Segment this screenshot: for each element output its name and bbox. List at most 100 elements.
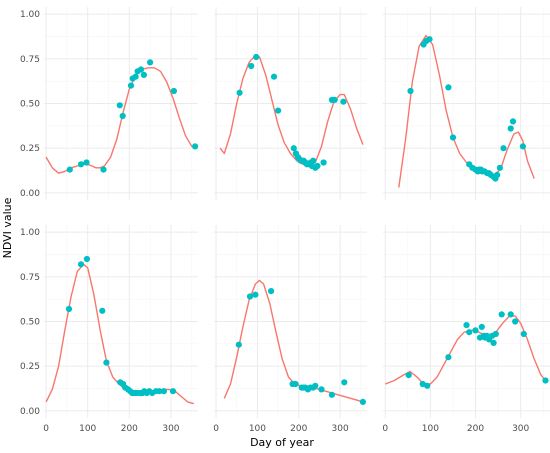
data-point: [156, 388, 163, 395]
y-tick-label: 0.25: [20, 144, 40, 154]
data-point: [100, 166, 107, 173]
data-point: [77, 261, 85, 268]
y-tick-label: 1.00: [20, 10, 40, 20]
x-tick-label: 0: [382, 424, 388, 434]
data-point: [445, 84, 452, 91]
data-point: [66, 166, 73, 173]
data-point: [160, 388, 167, 395]
data-point: [83, 255, 90, 263]
facet-panel-5: [214, 225, 367, 418]
data-point: [331, 96, 338, 103]
data-point: [246, 293, 254, 300]
data-point: [169, 388, 177, 395]
fitted-curve: [219, 54, 364, 167]
y-tick-label: 0.50: [20, 100, 40, 110]
data-point: [519, 143, 527, 150]
fitted-curve: [223, 279, 364, 403]
y-tick-label: 0.50: [20, 318, 40, 328]
x-tick-label: 100: [249, 424, 266, 434]
data-point: [320, 159, 327, 166]
facet-panel-2: [214, 7, 367, 200]
data-point: [248, 62, 255, 70]
data-point: [424, 382, 431, 389]
facet-panel-6: [383, 225, 550, 418]
data-point: [236, 89, 243, 96]
data-point: [512, 318, 519, 325]
data-point: [445, 354, 452, 361]
data-point: [407, 87, 414, 95]
data-point: [132, 73, 139, 80]
data-point: [103, 359, 110, 366]
data-point: [235, 341, 242, 348]
data-point: [99, 307, 106, 314]
fitted-curve: [45, 67, 197, 174]
x-axis-title: Day of year: [250, 436, 314, 449]
data-point: [83, 159, 90, 166]
data-point: [328, 391, 335, 398]
data-point: [310, 157, 317, 164]
data-point: [252, 291, 259, 298]
y-tick-label: 0.75: [20, 55, 40, 65]
data-point: [507, 311, 514, 318]
y-tick-label: 0.25: [20, 362, 40, 372]
x-tick-label: 0: [213, 424, 219, 434]
data-point: [192, 143, 199, 150]
data-point: [500, 145, 507, 152]
data-point: [426, 36, 433, 43]
data-point: [77, 161, 85, 168]
data-point: [127, 82, 135, 89]
x-tick-label: 200: [121, 424, 138, 434]
data-point: [520, 330, 527, 338]
data-point: [478, 323, 485, 330]
data-point: [498, 311, 505, 318]
y-tick-label: 0.75: [20, 273, 40, 283]
data-point: [314, 162, 321, 170]
y-tick-label: 0.00: [20, 407, 40, 417]
data-point: [509, 118, 517, 125]
data-point: [341, 379, 348, 386]
data-point: [268, 288, 275, 295]
data-point: [318, 386, 325, 393]
data-point: [65, 305, 73, 313]
data-point: [542, 377, 549, 384]
facet-panels: [44, 7, 550, 418]
y-axis-title: NDVI value: [1, 197, 14, 258]
data-point: [359, 398, 366, 405]
axes-labels: Day of year NDVI value 0.00 0.25 0.50 0.75 1…: [1, 10, 530, 449]
data-point: [463, 322, 470, 329]
data-point: [340, 98, 347, 105]
data-point: [290, 145, 297, 152]
y-tick-label: 0.00: [20, 189, 40, 199]
data-point: [472, 327, 479, 334]
data-point: [270, 73, 278, 80]
data-point: [170, 87, 177, 95]
data-point: [275, 107, 282, 114]
data-point: [147, 59, 154, 66]
x-tick-label: 100: [422, 424, 439, 434]
facet-panel-1: [44, 7, 199, 200]
facet-panel-4: [44, 225, 198, 418]
x-tick-label: 0: [43, 424, 49, 434]
data-point: [116, 102, 123, 109]
data-point: [253, 53, 260, 61]
data-point: [119, 112, 126, 120]
data-point: [140, 71, 147, 78]
x-tick-label: 300: [332, 424, 349, 434]
x-tick-label: 200: [467, 424, 484, 434]
data-point: [496, 164, 503, 171]
x-tick-label: 300: [162, 424, 179, 434]
data-point: [490, 339, 497, 346]
facet-panel-3: [383, 7, 550, 200]
data-point: [507, 125, 514, 132]
data-point: [137, 66, 145, 73]
x-tick-label: 300: [512, 424, 529, 434]
x-tick-label: 100: [79, 424, 96, 434]
data-point: [405, 372, 412, 379]
x-tick-label: 200: [290, 424, 307, 434]
data-point: [492, 330, 499, 338]
data-point: [466, 329, 473, 336]
data-point: [494, 171, 501, 179]
data-point: [312, 382, 319, 389]
